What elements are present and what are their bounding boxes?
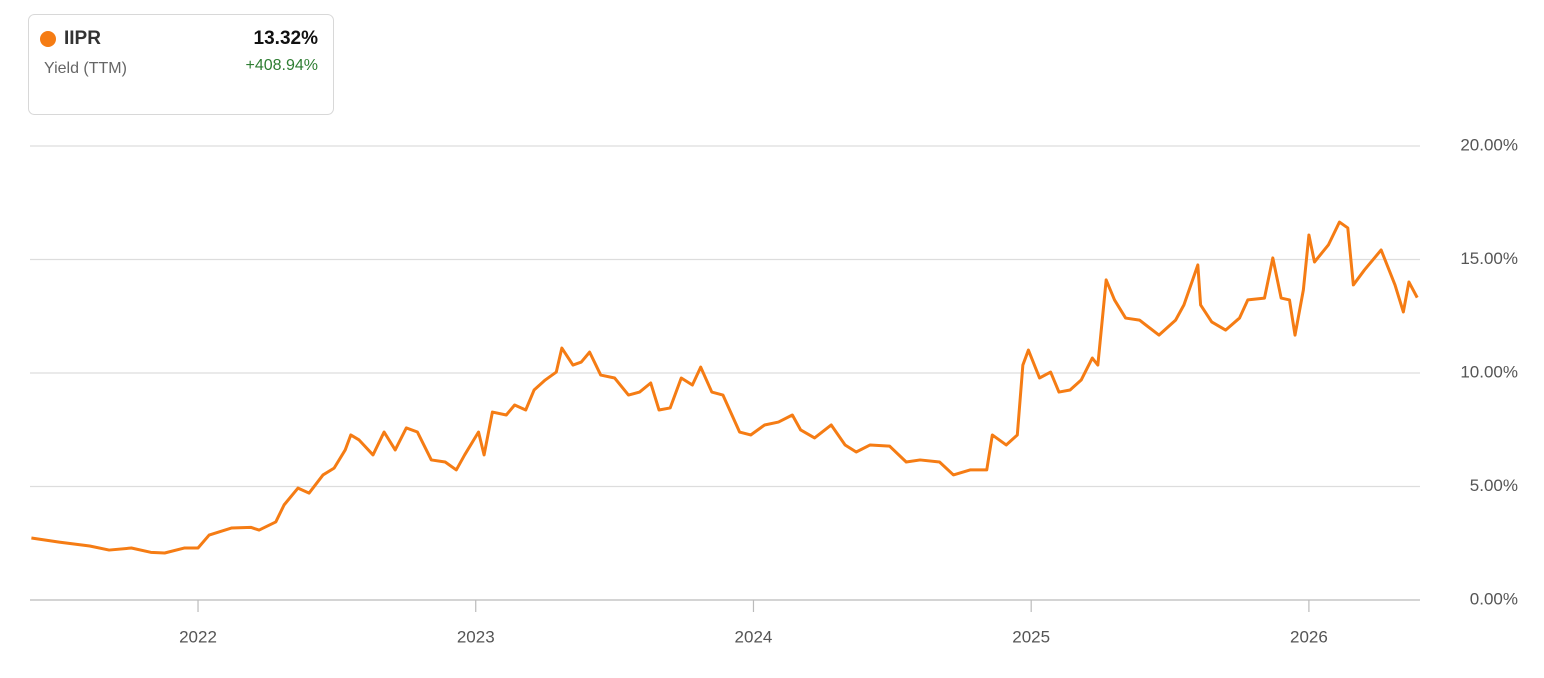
current-value: 13.32%	[254, 28, 319, 49]
y-tick-label: 0.00%	[1470, 589, 1518, 608]
series-line	[31, 220, 1419, 555]
y-tick-label: 20.00%	[1460, 135, 1518, 154]
legend-box	[28, 14, 334, 115]
change-value: +408.94%	[245, 57, 318, 74]
x-tick-label: 2023	[457, 627, 495, 646]
x-tick-label: 2024	[735, 627, 773, 646]
legend-name: IIPR	[64, 28, 101, 49]
x-tick-label: 2025	[1012, 627, 1050, 646]
y-tick-label: 5.00%	[1470, 476, 1518, 495]
legend-marker	[40, 31, 56, 47]
x-tick-label: 2026	[1290, 627, 1328, 646]
metric-label: Yield (TTM)	[44, 60, 127, 77]
y-tick-label: 15.00%	[1460, 249, 1518, 268]
x-tick-label: 2022	[179, 627, 217, 646]
y-tick-label: 10.00%	[1460, 362, 1518, 381]
